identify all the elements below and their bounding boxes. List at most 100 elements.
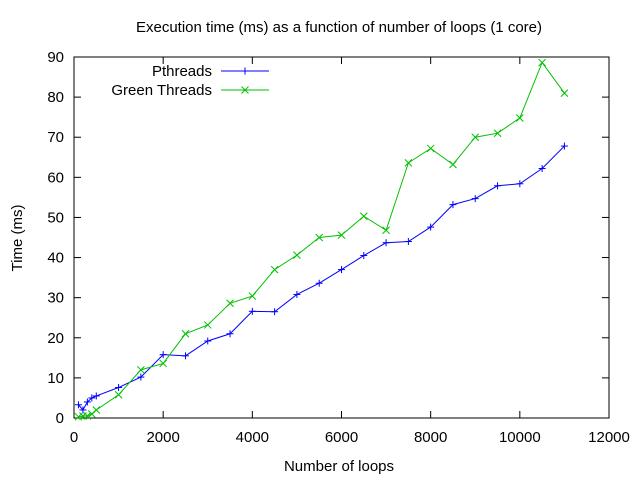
y-tick-label: 20 xyxy=(47,330,64,347)
data-point-green-threads xyxy=(293,251,301,260)
data-point-green-threads xyxy=(449,160,457,169)
data-point-pthreads xyxy=(137,373,145,381)
series-line-pthreads xyxy=(78,145,565,411)
legend-item-pthreads: Pthreads xyxy=(152,63,269,80)
marker-diag-b xyxy=(270,265,279,274)
data-point-pthreads xyxy=(494,182,502,190)
data-point-green-threads xyxy=(203,321,212,329)
series-layer xyxy=(74,58,569,421)
data-point-green-threads xyxy=(226,299,234,308)
data-point-green-threads xyxy=(159,359,168,368)
data-point-green-threads xyxy=(359,212,368,221)
marker-diag-b xyxy=(382,226,390,235)
data-point-green-threads xyxy=(382,226,390,235)
x-tick-label: 8000 xyxy=(414,429,447,446)
marker-diag-b xyxy=(159,359,168,368)
data-point-green-threads xyxy=(471,133,480,142)
marker-diag-b xyxy=(226,299,234,308)
legend-swatch-marker xyxy=(241,67,249,75)
marker-diag-b xyxy=(241,86,249,94)
legend: Pthreads Green Threads xyxy=(111,63,269,99)
data-point-pthreads xyxy=(293,290,301,298)
marker-diag-b xyxy=(248,292,257,300)
data-point-pthreads xyxy=(560,142,568,150)
data-point-pthreads xyxy=(338,266,345,274)
series-pthreads xyxy=(74,142,568,414)
data-point-green-threads xyxy=(515,114,524,122)
marker-diag-b xyxy=(337,231,346,239)
marker-diag-b xyxy=(493,129,502,138)
legend-label: Green Threads xyxy=(111,82,212,99)
data-point-pthreads xyxy=(360,252,368,260)
marker-diag-b xyxy=(449,160,457,169)
series-line-green-threads xyxy=(78,61,565,418)
marker-diag-b xyxy=(359,212,368,221)
data-point-pthreads xyxy=(315,279,323,287)
data-point-pthreads xyxy=(404,238,412,246)
data-point-pthreads xyxy=(74,401,82,409)
y-tick-label: 90 xyxy=(47,49,64,66)
data-point-green-threads xyxy=(315,233,324,242)
marker-diag-b xyxy=(426,144,435,153)
data-point-pthreads xyxy=(92,392,100,400)
data-point-pthreads xyxy=(204,337,212,345)
y-tick-label: 70 xyxy=(47,129,64,146)
marker-diag-b xyxy=(515,114,524,122)
data-point-green-threads xyxy=(270,265,279,274)
marker-diag-b xyxy=(293,251,301,260)
data-point-pthreads xyxy=(83,398,91,406)
marker-diag-b xyxy=(404,159,413,167)
marker-diag-b xyxy=(203,321,212,329)
x-axis-label: Number of loops xyxy=(284,458,394,475)
y-tick-label: 40 xyxy=(47,250,64,267)
legend-label: Pthreads xyxy=(152,63,212,80)
data-point-green-threads xyxy=(404,159,413,167)
series-green-threads xyxy=(74,58,569,421)
data-point-green-threads xyxy=(114,390,123,399)
data-point-green-threads xyxy=(181,329,190,338)
marker-diag-b xyxy=(181,329,190,338)
x-tick-label: 4000 xyxy=(236,429,269,446)
marker-diag-b xyxy=(92,406,101,414)
data-point-pthreads xyxy=(226,330,234,338)
y-tick-label: 30 xyxy=(47,290,64,307)
marker-diag-b xyxy=(471,133,480,142)
marker-diag-b xyxy=(114,390,123,399)
marker-diag-b xyxy=(538,58,546,67)
y-tick-label: 80 xyxy=(47,89,64,106)
x-tick-label: 10000 xyxy=(499,429,541,446)
data-point-green-threads xyxy=(538,58,546,67)
x-axis: 0 2000 4000 6000 8000 10000 12000 xyxy=(70,57,630,446)
legend-swatch-marker xyxy=(241,86,249,94)
chart-title: Execution time (ms) as a function of num… xyxy=(136,19,542,36)
x-tick-label: 6000 xyxy=(325,429,358,446)
data-point-pthreads xyxy=(248,307,256,315)
data-point-pthreads xyxy=(471,195,479,203)
data-point-green-threads xyxy=(83,412,92,420)
y-axis: 0 10 20 30 40 50 60 70 80 90 xyxy=(47,49,609,427)
data-point-green-threads xyxy=(493,129,502,138)
x-tick-label: 12000 xyxy=(588,429,630,446)
x-tick-label: 0 xyxy=(70,429,78,446)
data-point-pthreads xyxy=(79,406,87,414)
data-point-pthreads xyxy=(449,201,457,209)
marker-diag-b xyxy=(137,366,145,374)
data-point-pthreads xyxy=(516,180,524,188)
y-axis-label: Time (ms) xyxy=(9,205,26,272)
data-point-green-threads xyxy=(560,89,569,97)
data-point-pthreads xyxy=(427,223,435,231)
legend-item-green-threads: Green Threads xyxy=(111,82,269,99)
data-point-pthreads xyxy=(538,165,546,173)
marker-diag-b xyxy=(83,412,92,420)
y-tick-label: 10 xyxy=(47,370,64,387)
data-point-pthreads xyxy=(271,308,279,316)
y-tick-label: 0 xyxy=(56,410,64,427)
data-point-pthreads xyxy=(382,239,390,247)
data-point-pthreads xyxy=(159,351,167,359)
marker-diag-b xyxy=(315,233,324,242)
y-tick-label: 50 xyxy=(47,209,64,226)
data-point-green-threads xyxy=(426,144,435,153)
marker-diag-b xyxy=(560,89,569,97)
